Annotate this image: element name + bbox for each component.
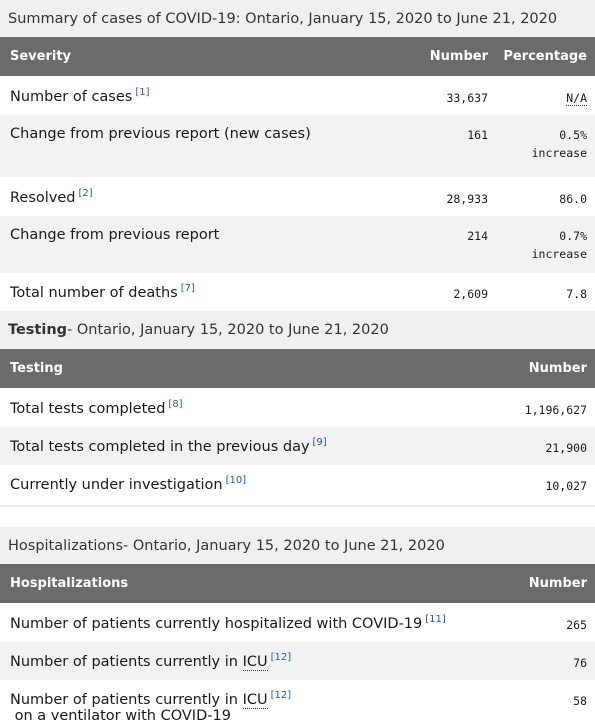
table-row: Total number of deaths [7] 2,609 7.8: [0, 273, 595, 311]
row-percentage: 0.7%: [559, 229, 587, 243]
hospitalizations-caption-title: Hospitalizations: [8, 537, 124, 554]
testing-caption-text: - Ontario, January 15, 2020 to June 21, …: [67, 322, 389, 338]
header-number: Number: [429, 49, 488, 64]
footnote-link[interactable]: [12]: [270, 652, 292, 663]
hospitalizations-caption-text: - Ontario, January 15, 2020 to June 21, …: [123, 537, 445, 554]
summary-caption: Summary of cases of COVID-19: Ontario, J…: [0, 0, 595, 37]
summary-caption-text: Summary of cases of COVID-19: Ontario, J…: [8, 10, 558, 27]
table-row: Change from previous report 214 0.7% inc…: [0, 216, 595, 273]
row-label: Change from previous report: [10, 227, 220, 243]
table-row: Number of patients currently in ICU [12] …: [0, 680, 595, 724]
row-label: Currently under investigation: [10, 476, 223, 493]
table-row: Number of cases [1] 33,637 N/A: [0, 76, 595, 115]
row-number: 161: [467, 128, 488, 142]
testing-caption: Testing - Ontario, January 15, 2020 to J…: [0, 311, 595, 349]
table-row: Number of patients currently hospitalize…: [0, 603, 595, 642]
header-percentage: Percentage: [503, 49, 587, 64]
header-hospitalizations: Hospitalizations: [10, 576, 129, 591]
row-label: Number of patients currently in: [10, 691, 238, 708]
icu-abbr[interactable]: ICU: [242, 653, 268, 671]
hospitalizations-caption: Hospitalizations - Ontario, January 15, …: [0, 527, 595, 564]
row-percentage: 86.0: [559, 192, 587, 206]
row-percentage-note: increase: [531, 146, 587, 160]
row-number: 58: [573, 694, 587, 708]
footnote-link[interactable]: [12]: [270, 690, 292, 701]
testing-caption-title: Testing: [8, 322, 68, 338]
row-number: 28,933: [446, 192, 488, 206]
row-number: 265: [566, 618, 587, 632]
row-label-suffix: on a ventilator with COVID-19: [10, 707, 231, 724]
table-row: Resolved [2] 28,933 86.0: [0, 177, 595, 216]
hospitalizations-header-row: Hospitalizations Number: [0, 564, 595, 603]
summary-header-row: Severity Number Percentage: [0, 37, 595, 76]
table-spacer: [0, 507, 595, 527]
footnote-link[interactable]: [10]: [225, 475, 247, 486]
footnote-link[interactable]: [7]: [180, 283, 195, 294]
table-row: Number of patients currently in ICU [12] …: [0, 642, 595, 680]
row-label: Number of patients currently hospitalize…: [10, 615, 423, 632]
table-row: Currently under investigation [10] 10,027: [0, 465, 595, 507]
footnote-link[interactable]: [8]: [168, 399, 183, 410]
footnote-link[interactable]: [9]: [312, 437, 327, 448]
row-label: Total number of deaths: [10, 284, 178, 301]
footnote-link[interactable]: [1]: [135, 87, 150, 98]
row-percentage-note: increase: [531, 247, 587, 261]
row-number: 76: [573, 656, 587, 670]
row-number: 214: [467, 229, 488, 243]
icu-abbr[interactable]: ICU: [242, 691, 268, 709]
header-number: Number: [528, 576, 587, 591]
header-testing: Testing: [10, 361, 63, 376]
row-label: Number of cases: [10, 88, 133, 105]
footnote-link[interactable]: [2]: [78, 188, 93, 199]
table-row: Change from previous report (new cases) …: [0, 115, 595, 177]
row-label: Change from previous report (new cases): [10, 126, 311, 142]
row-number: 33,637: [446, 91, 488, 105]
row-percentage: N/A: [566, 91, 587, 106]
row-label: Number of patients currently in: [10, 653, 238, 670]
row-number: 21,900: [545, 441, 587, 455]
row-number: 1,196,627: [524, 403, 587, 417]
row-number: 10,027: [545, 479, 587, 493]
table-row: Total tests completed in the previous da…: [0, 427, 595, 465]
row-percentage: 7.8: [566, 287, 587, 301]
row-label: Total tests completed in the previous da…: [10, 438, 310, 455]
header-severity: Severity: [10, 49, 72, 64]
testing-header-row: Testing Number: [0, 349, 595, 388]
row-percentage: 0.5%: [559, 128, 587, 142]
row-number: 2,609: [453, 287, 488, 301]
table-row: Total tests completed [8] 1,196,627: [0, 388, 595, 427]
row-label: Resolved: [10, 189, 76, 206]
header-number: Number: [528, 361, 587, 376]
row-label: Total tests completed: [10, 400, 166, 417]
footnote-link[interactable]: [11]: [425, 614, 446, 625]
